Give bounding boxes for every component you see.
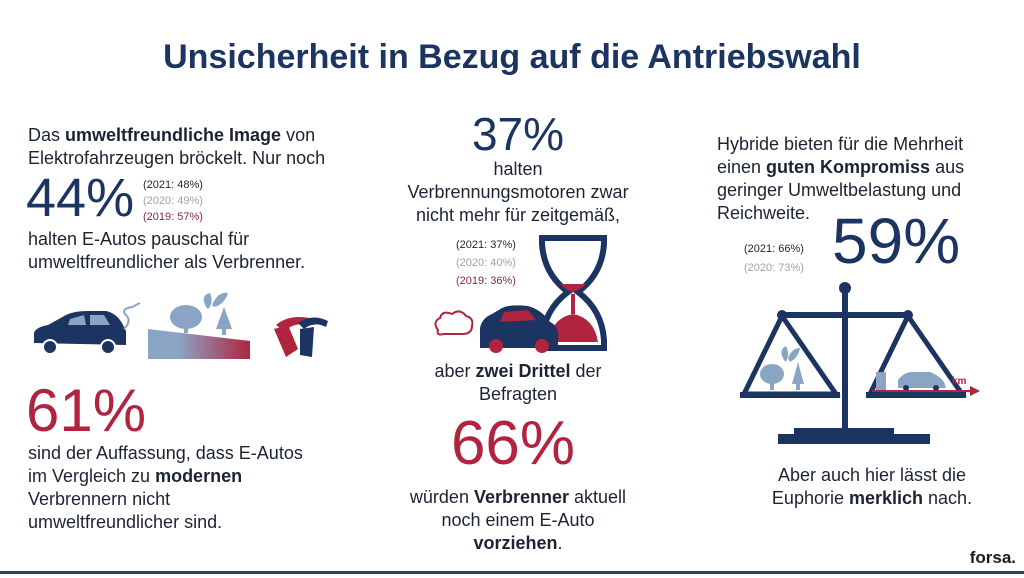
text-bold: modernen (155, 466, 243, 486)
text: nicht mehr für zeitgemäß, (415, 205, 621, 225)
text: würden (409, 487, 474, 507)
text: einen (717, 157, 767, 177)
text-bold: guten Kompromiss (766, 157, 931, 177)
text: Hybride bieten für die Mehrheit (717, 134, 964, 154)
history-2019: (2019: 36%) (456, 275, 516, 287)
text: Elektrofahrzeugen bröckelt. Nur noch (28, 148, 326, 168)
stat-44-text: halten E-Autos pauschal für umweltfreund… (28, 228, 305, 274)
text: Das (28, 125, 66, 145)
text: aktuell (569, 487, 627, 507)
hourglass-car-illustration (434, 235, 607, 353)
electric-car-icon (34, 302, 141, 355)
stat-61: 61% (26, 377, 147, 444)
exhaust-cloud-icon (434, 310, 474, 336)
text-bold: Verbrenner (473, 487, 570, 507)
combustion-car-icon (480, 305, 559, 353)
text: im Vergleich zu (28, 466, 156, 486)
ev-illustration (34, 292, 328, 359)
text: Euphorie (771, 488, 849, 508)
text: halten E-Autos pauschal für (28, 229, 250, 249)
text: Aber auch hier lässt die (777, 465, 967, 485)
stat-37: 37% (471, 108, 565, 160)
balance-scale-icon (740, 282, 967, 444)
text: nach. (923, 488, 973, 508)
footer-divider (0, 571, 1024, 574)
history-2020: (2020: 40%) (456, 257, 516, 269)
text: halten (493, 159, 543, 179)
history-2021: (2021: 66%) (744, 243, 804, 255)
landscape-icon (148, 292, 250, 359)
text: aber (434, 361, 476, 381)
text: geringer Umweltbelastung und (717, 180, 962, 200)
text: umweltfreundlicher als Verbrenner. (28, 252, 306, 272)
text-bold: zwei Drittel (475, 361, 571, 381)
history-2021: (2021: 37%) (456, 239, 516, 251)
history-2019: (2019: 57%) (143, 211, 203, 223)
text: Verbrennern nicht (28, 489, 171, 509)
nature-icon (760, 346, 804, 390)
text: sind der Auffassung, dass E-Autos (28, 443, 303, 463)
history-2020: (2020: 73%) (744, 262, 804, 274)
text: . (557, 533, 563, 553)
text: noch einem E-Auto (441, 510, 595, 530)
range-arrow-icon (872, 386, 980, 396)
text: von (281, 125, 316, 145)
stat-59: 59% (832, 205, 961, 277)
right-intro: Hybride bieten für die Mehrheit einen gu… (717, 133, 964, 225)
history-2021: (2021: 48%) (143, 179, 203, 191)
stat-59-history: (2021: 66%) (2020: 73%) (744, 240, 804, 278)
text: aus (930, 157, 965, 177)
hourglass-icon (539, 235, 607, 351)
right-outro: Aber auch hier lässt die Euphorie merkli… (722, 464, 1022, 510)
stat-44-history: (2021: 48%) (2020: 49%) (2019: 57%) (143, 177, 203, 225)
hybrid-car-icon (876, 372, 946, 391)
balance-scale-illustration: km (740, 282, 980, 444)
stat-37-text: halten Verbrennungsmotoren zwar nicht me… (368, 158, 668, 227)
bridge-text: aber zwei Drittel der Befragten (368, 360, 668, 406)
stat-61-text: sind der Auffassung, dass E-Autos im Ver… (28, 442, 303, 534)
range-label: km (952, 376, 967, 387)
text: Verbrennungsmotoren zwar (407, 182, 629, 202)
fuel-nozzle-icon (274, 317, 328, 357)
text: Befragten (478, 384, 558, 404)
page-title: Unsicherheit in Bezug auf die Antriebswa… (163, 38, 861, 76)
forsa-logo: forsa. (969, 548, 1016, 567)
text-bold: umweltfreundliche Image (65, 125, 282, 145)
stat-66: 66% (450, 409, 576, 478)
stat-66-text: würden Verbrenner aktuell noch einem E-A… (368, 486, 668, 555)
history-2020: (2020: 49%) (143, 195, 203, 207)
stat-44: 44% (26, 168, 135, 228)
text: umweltfreundlicher sind. (28, 512, 223, 532)
stat-37-history: (2021: 37%) (2020: 40%) (2019: 36%) (456, 236, 516, 290)
text-bold: vorziehen (473, 533, 558, 553)
left-intro: Das umweltfreundliche Image von Elektrof… (28, 124, 325, 170)
text: der (570, 361, 602, 381)
text: Reichweite. (717, 203, 811, 223)
text-bold: merklich (848, 488, 924, 508)
